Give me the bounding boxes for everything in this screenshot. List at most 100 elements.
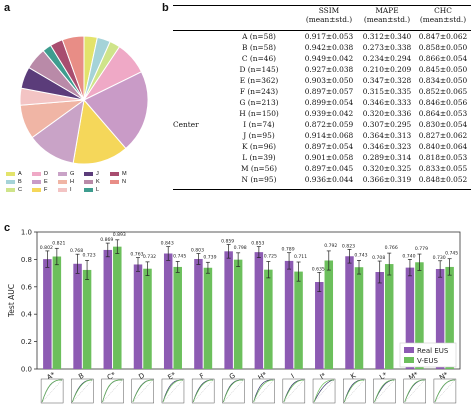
- roc-curve-v-eus: [404, 379, 425, 403]
- bar-v-eus: [82, 269, 92, 369]
- roc-diagonal: [72, 379, 93, 403]
- header-chc: CHC (mean±std.): [419, 6, 467, 24]
- roc-curve-v-eus: [313, 379, 334, 403]
- roc-curve-v-eus: [343, 379, 365, 403]
- legend-swatch: [84, 172, 93, 176]
- x-tick-label: I: [290, 372, 296, 380]
- legend-swatch: [6, 180, 15, 184]
- x-tick-label: D: [137, 371, 146, 381]
- bar-real-eus: [345, 256, 354, 369]
- header-ssim: SSIM (mean±std.): [305, 6, 353, 24]
- roc-diagonal: [102, 379, 123, 403]
- data-label: 0.743: [354, 252, 367, 258]
- x-tick-label: L*: [378, 371, 389, 382]
- row-ssim: 0.936±0.044: [304, 175, 354, 184]
- bar-real-eus: [103, 249, 113, 369]
- legend-item: E: [32, 179, 48, 185]
- bar-v-eus: [384, 264, 394, 369]
- row-mape: 0.312±0.340: [362, 32, 412, 41]
- legend-swatch: [6, 188, 15, 192]
- legend-label: E: [44, 179, 48, 185]
- data-label: 0.798: [234, 245, 247, 251]
- row-name: J (n=95): [243, 131, 275, 140]
- roc-curve-real-eus: [313, 379, 335, 403]
- row-name: I (n=74): [243, 120, 275, 129]
- bar-real-eus: [194, 258, 203, 369]
- row-mape: 0.347±0.328: [362, 76, 412, 85]
- table-header: SSIM (mean±std.) MAPE (mean±std.) CHC (mean…: [173, 6, 471, 32]
- data-label: 0.723: [82, 252, 95, 258]
- row-chc: 0.858±0.050: [418, 43, 468, 52]
- row-ssim: 0.901±0.058: [304, 153, 354, 162]
- roc-diagonal: [41, 379, 63, 403]
- row-mape: 0.320±0.336: [362, 109, 412, 118]
- row-name: D (n=145): [239, 65, 279, 74]
- bar-v-eus: [415, 262, 424, 369]
- legend-swatch: [404, 357, 414, 363]
- x-tick-label: B: [77, 372, 85, 381]
- legend-label: K: [96, 179, 100, 185]
- row-ssim: 0.917±0.053: [304, 32, 354, 41]
- legend-label: M: [122, 171, 127, 177]
- roc-curve-v-eus: [434, 379, 455, 403]
- row-ssim: 0.942±0.038: [304, 43, 354, 52]
- data-label: 0.869: [100, 237, 113, 243]
- row-mape: 0.366±0.319: [362, 175, 412, 184]
- row-chc: 0.840±0.064: [418, 142, 468, 151]
- table-row: E (n=362) 0.903±0.050 0.347±0.328 0.834±0.0…: [173, 76, 471, 87]
- x-tick-label: N*: [438, 370, 450, 382]
- bar-v-eus: [203, 267, 213, 369]
- bar-real-eus: [163, 253, 173, 369]
- legend-item: A: [6, 171, 22, 177]
- row-ssim: 0.899±0.054: [304, 98, 354, 107]
- row-ssim: 0.897±0.057: [304, 87, 354, 96]
- data-label: 0.859: [221, 238, 234, 244]
- row-name: B (n=58): [242, 43, 276, 52]
- row-chc: 0.830±0.054: [418, 120, 468, 129]
- row-mape: 0.273±0.338: [362, 43, 412, 52]
- data-label: 0.766: [385, 245, 398, 251]
- legend-item: L: [84, 187, 99, 193]
- row-ssim: 0.914±0.068: [304, 131, 354, 140]
- bar-real-eus: [435, 268, 445, 369]
- legend-label: H: [70, 179, 75, 185]
- bar-real-eus: [133, 264, 143, 369]
- legend-swatch: [32, 172, 41, 176]
- roc-diagonal: [344, 379, 365, 403]
- row-chc: 0.827±0.062: [418, 131, 468, 140]
- legend-label: G: [70, 171, 75, 177]
- row-mape: 0.307±0.295: [362, 120, 412, 129]
- row-mape: 0.234±0.294: [362, 54, 412, 63]
- legend-swatch: [6, 172, 15, 176]
- data-label: 0.763: [130, 252, 143, 258]
- bar-real-eus: [43, 259, 52, 369]
- table-row: K (n=96) 0.897±0.054 0.346±0.323 0.840±0.06…: [173, 142, 471, 153]
- legend-swatch: [84, 180, 93, 184]
- bar-v-eus: [173, 266, 182, 369]
- x-tick-label: K: [349, 371, 357, 380]
- legend-label: N: [122, 179, 127, 185]
- legend-swatch: [32, 180, 41, 184]
- bar-v-eus: [143, 268, 152, 369]
- legend-label: C: [18, 187, 23, 193]
- row-mape: 0.289±0.314: [362, 153, 412, 162]
- roc-curve-v-eus: [132, 379, 153, 403]
- data-label: 0.853: [251, 241, 264, 247]
- roc-diagonal: [253, 379, 274, 403]
- x-tick-label: E*: [167, 371, 178, 382]
- row-ssim: 0.939±0.042: [304, 109, 354, 118]
- bar-v-eus: [324, 260, 334, 369]
- roc-diagonal: [223, 379, 244, 403]
- legend-swatch: [32, 188, 41, 192]
- row-ssim: 0.897±0.054: [304, 142, 354, 151]
- pie-slice-n: [61, 35, 85, 101]
- table-header-rule: [173, 30, 471, 31]
- row-chc: 0.845±0.050: [418, 65, 468, 74]
- data-label: 0.893: [113, 232, 126, 238]
- data-label: 0.823: [342, 243, 355, 249]
- legend-label: J: [96, 171, 99, 177]
- roc-diagonal: [193, 379, 214, 403]
- header-mape: MAPE (mean±std.): [363, 6, 411, 24]
- data-label: 0.740: [402, 253, 415, 259]
